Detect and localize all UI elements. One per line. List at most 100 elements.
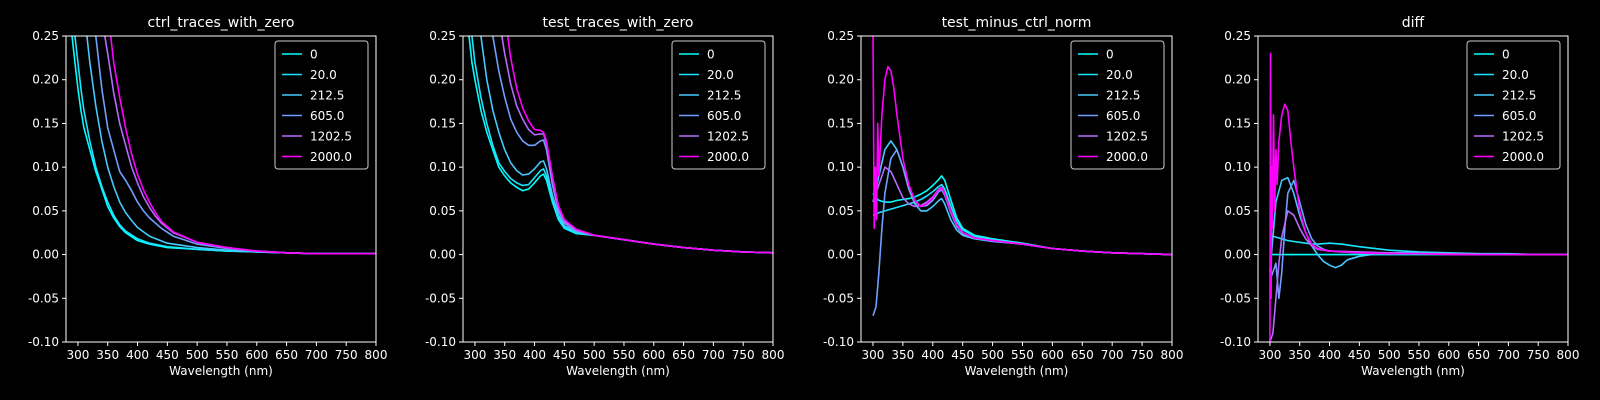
series-line-2000.0 [872, 36, 1172, 256]
x-tick-label: 350 [891, 348, 914, 362]
x-tick-label: 750 [335, 348, 358, 362]
legend-label: 2000.0 [1502, 150, 1544, 164]
legend-label: 1202.5 [310, 130, 352, 144]
x-tick-label: 450 [156, 348, 179, 362]
y-tick-label: 0.20 [429, 73, 456, 87]
legend-label: 0 [707, 48, 715, 62]
legend-label: 605.0 [707, 109, 741, 123]
legend: 0 20.0 212.5 605.0 1202.5 2000.0 [1466, 40, 1561, 170]
y-tick-label: -0.10 [823, 335, 854, 349]
y-tick-label: 0.00 [32, 248, 59, 262]
y-tick-label: -0.10 [28, 335, 59, 349]
axes-frame [65, 35, 377, 343]
x-tick-label: 350 [96, 348, 119, 362]
chart-panel-1: ctrl_traces_with_zero 300 350 400 450 500 550 6… [28, 15, 388, 378]
series-line-605.0 [1269, 179, 1568, 300]
legend-label: 605.0 [310, 109, 344, 123]
x-tick-label: 600 [1437, 348, 1460, 362]
legend-label: 2000.0 [707, 150, 749, 164]
x-tick-label: 700 [1497, 348, 1520, 362]
y-tick-label: -0.05 [1220, 291, 1251, 305]
series-line-212.5 [1269, 176, 1568, 273]
x-tick-label: 600 [1041, 348, 1064, 362]
series-line-605.0 [872, 148, 1172, 317]
x-tick-label: 700 [702, 348, 725, 362]
y-tick-label: -0.05 [823, 291, 854, 305]
x-tick-label: 300 [463, 348, 486, 362]
y-tick-label: 0.00 [429, 248, 456, 262]
legend: 0 20.0 212.5 605.0 1202.5 2000.0 [274, 40, 369, 170]
x-tick-label: 500 [1378, 348, 1401, 362]
legend-label: 2000.0 [310, 150, 352, 164]
x-tick-label: 800 [1161, 348, 1184, 362]
plot-area [468, 36, 773, 254]
plot-area [1269, 52, 1568, 342]
x-tick-label: 550 [216, 348, 239, 362]
legend-label: 2000.0 [1106, 150, 1148, 164]
x-tick-label: 700 [305, 348, 328, 362]
chart-title: test_traces_with_zero [543, 15, 694, 31]
legend: 0 20.0 212.5 605.0 1202.5 2000.0 [671, 40, 766, 170]
chart-title: test_minus_ctrl_norm [942, 15, 1092, 31]
series-line-0 [872, 175, 1172, 256]
x-tick-label: 500 [186, 348, 209, 362]
legend-label: 20.0 [1502, 68, 1529, 82]
legend-label: 212.5 [1106, 89, 1140, 103]
y-tick-label: 0.15 [429, 116, 456, 130]
x-axis-label: Wavelength (nm) [1361, 364, 1465, 378]
axes-frame [462, 35, 774, 343]
x-axis-label: Wavelength (nm) [965, 364, 1069, 378]
x-tick-label: 550 [613, 348, 636, 362]
y-tick-label: 0.10 [827, 160, 854, 174]
legend-label: 605.0 [1502, 109, 1536, 123]
x-tick-label: 750 [732, 348, 755, 362]
legend-label: 0 [1502, 48, 1510, 62]
x-tick-label: 700 [1101, 348, 1124, 362]
chart-title: diff [1402, 15, 1425, 31]
legend-label: 605.0 [1106, 109, 1140, 123]
legend-box [274, 40, 369, 170]
x-tick-label: 300 [862, 348, 885, 362]
series-line-1202.5 [872, 166, 1172, 256]
legend-box [1466, 40, 1561, 170]
legend-label: 212.5 [310, 89, 344, 103]
plot-area [71, 36, 376, 255]
y-tick-label: 0.25 [1224, 29, 1251, 43]
x-tick-label: 450 [1348, 348, 1371, 362]
x-tick-label: 500 [583, 348, 606, 362]
y-tick-label: 0.00 [1224, 248, 1251, 262]
x-tick-label: 600 [245, 348, 268, 362]
y-tick-label: 0.20 [1224, 73, 1251, 87]
x-tick-label: 650 [1467, 348, 1490, 362]
y-tick-label: 0.05 [827, 204, 854, 218]
x-tick-label: 350 [493, 348, 516, 362]
x-tick-label: 750 [1131, 348, 1154, 362]
chart-panel-3: test_minus_ctrl_norm 300 350 400 450 500 550 60… [823, 15, 1184, 378]
x-axis-label: Wavelength (nm) [566, 364, 670, 378]
series-line-1202.5 [1269, 210, 1568, 342]
legend-label: 212.5 [707, 89, 741, 103]
legend-label: 0 [310, 48, 318, 62]
y-tick-label: 0.00 [827, 248, 854, 262]
x-tick-label: 400 [921, 348, 944, 362]
legend-label: 1202.5 [707, 130, 749, 144]
y-tick-label: 0.05 [32, 204, 59, 218]
x-tick-label: 350 [1288, 348, 1311, 362]
x-tick-label: 400 [126, 348, 149, 362]
legend-label: 20.0 [1106, 68, 1133, 82]
x-tick-label: 550 [1408, 348, 1431, 362]
x-tick-label: 800 [365, 348, 388, 362]
legend-label: 0 [1106, 48, 1114, 62]
x-tick-label: 650 [672, 348, 695, 362]
chart-panel-2: test_traces_with_zero 300 350 400 450 500 550 6… [425, 15, 785, 378]
y-tick-label: 0.10 [1224, 160, 1251, 174]
y-tick-label: 0.05 [1224, 204, 1251, 218]
y-tick-label: 0.10 [32, 160, 59, 174]
y-tick-label: 0.25 [32, 29, 59, 43]
series-line-2000.0 [506, 36, 773, 254]
series-line-2000.0 [1269, 52, 1568, 342]
x-tick-label: 650 [275, 348, 298, 362]
y-tick-label: 0.15 [32, 116, 59, 130]
legend-label: 1202.5 [1502, 130, 1544, 144]
